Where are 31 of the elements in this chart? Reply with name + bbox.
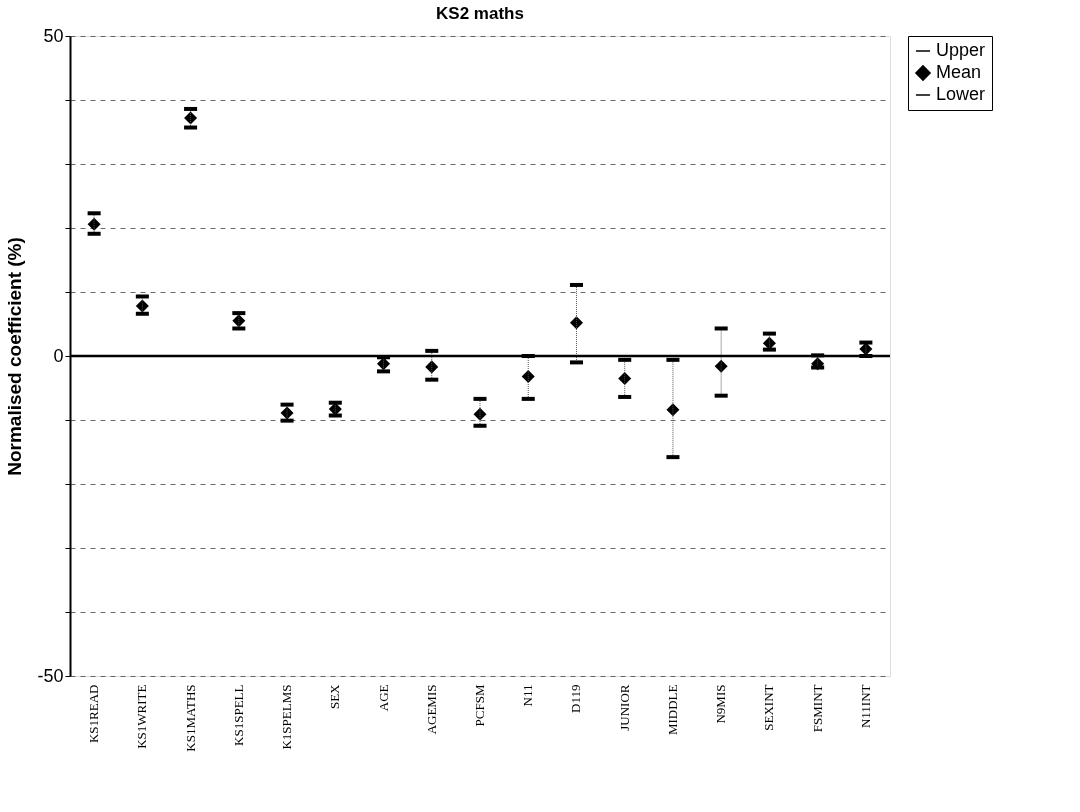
y-tick-label: 50 — [43, 25, 64, 46]
x-tick-label: N9MIS — [713, 684, 729, 724]
x-tick-label: KS1MATHS — [182, 684, 198, 752]
x-tick-label: SEX — [327, 683, 343, 710]
point — [184, 111, 198, 125]
x-tick-label: K1SPELMS — [279, 684, 295, 750]
x-tick-label: SEXINT — [761, 684, 777, 731]
chart-title: KS2 maths — [436, 4, 524, 23]
y-tick-label: -50 — [37, 665, 64, 686]
text: Upper — [936, 40, 986, 60]
point — [521, 369, 535, 383]
point — [135, 299, 149, 313]
x-tick-label: D119 — [568, 684, 584, 713]
x-tick-label: N11INT — [857, 684, 873, 729]
x-tick-label: AGE — [375, 684, 391, 712]
x-tick-label: KS1WRITE — [134, 684, 150, 749]
x-tick-label: PCFSM — [472, 684, 487, 727]
x-tick-label: KS1READ — [86, 684, 102, 744]
x-tick-label: FSMINT — [809, 684, 825, 733]
point — [714, 359, 728, 373]
y-axis-title: Normalised coefficient (%) — [4, 237, 26, 476]
y-tick-label: 0 — [53, 345, 64, 366]
x-tick-label: KS1SPELL — [230, 684, 246, 746]
x-tick-label: N11 — [520, 684, 536, 707]
x-tick-label: MIDDLE — [664, 684, 680, 736]
text: Lower — [936, 84, 986, 104]
x-tick-label: JUNIOR — [616, 684, 632, 731]
x-tick-label: AGEMIS — [423, 684, 439, 735]
point — [618, 371, 632, 385]
legend-label: Mean — [936, 62, 982, 82]
point — [425, 360, 439, 374]
